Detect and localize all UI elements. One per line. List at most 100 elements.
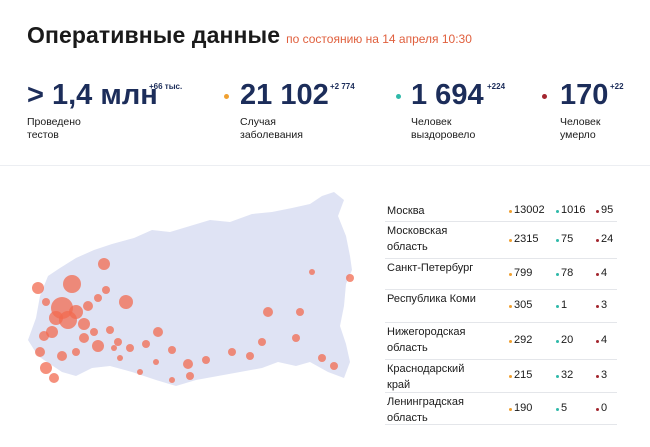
region-bubble[interactable] <box>169 377 175 383</box>
region-bubble[interactable] <box>32 282 44 294</box>
region-bubble[interactable] <box>309 269 315 275</box>
region-row[interactable]: Санкт-Петербург 799 78 4 <box>385 259 617 290</box>
recovered-dot-icon <box>556 408 559 411</box>
region-deaths: 95 <box>601 204 614 216</box>
region-row[interactable]: Московская область 2315 75 24 <box>385 222 617 259</box>
region-cases: 190 <box>514 402 533 414</box>
region-bubble[interactable] <box>137 369 143 375</box>
deaths-dot-icon <box>596 239 599 242</box>
region-bubble[interactable] <box>57 351 67 361</box>
deaths-dot-icon <box>596 210 599 213</box>
stat-tests: > 1,4 млн +66 тыс. Проведено тестов <box>27 79 182 141</box>
region-bubble[interactable] <box>49 373 59 383</box>
region-bubble[interactable] <box>292 334 300 342</box>
region-bubble[interactable] <box>228 348 236 356</box>
region-deaths: 3 <box>601 299 608 311</box>
deaths-dot-icon <box>596 408 599 411</box>
region-row[interactable]: Республика Коми 305 1 3 <box>385 290 617 323</box>
russia-landmass <box>28 192 352 386</box>
region-bubble[interactable] <box>39 331 49 341</box>
region-bubble[interactable] <box>202 356 210 364</box>
region-cases: 799 <box>514 267 533 279</box>
region-recovered: 32 <box>561 369 574 381</box>
region-name: Московская область <box>387 225 448 253</box>
stat-cases-label: Случая заболевания <box>240 116 303 141</box>
region-bubble[interactable] <box>153 359 159 365</box>
stat-deaths: 170 +22 Человек умерло <box>542 79 624 141</box>
region-bubble[interactable] <box>106 326 114 334</box>
region-recovered: 5 <box>561 402 568 414</box>
recovered-dot-icon <box>396 94 401 99</box>
region-bubble[interactable] <box>63 275 81 293</box>
region-bubble[interactable] <box>296 308 304 316</box>
recovered-dot-icon <box>556 239 559 242</box>
region-bubble[interactable] <box>40 362 52 374</box>
stat-recovered-label: Человек выздоровело <box>411 116 476 141</box>
region-bubble[interactable] <box>42 298 50 306</box>
region-bubble[interactable] <box>92 340 104 352</box>
region-bubble[interactable] <box>168 346 176 354</box>
region-bubble[interactable] <box>318 354 326 362</box>
region-recovered: 75 <box>561 233 574 245</box>
region-deaths: 4 <box>601 334 608 346</box>
region-name: Санкт-Петербург <box>387 262 474 274</box>
region-bubble[interactable] <box>117 355 123 361</box>
region-bubble[interactable] <box>119 295 133 309</box>
cases-dot-icon <box>509 408 512 411</box>
region-bubble[interactable] <box>186 372 194 380</box>
region-bubble[interactable] <box>69 305 83 319</box>
region-bubble[interactable] <box>330 362 338 370</box>
russia-map[interactable] <box>0 185 380 447</box>
deaths-dot-icon <box>596 305 599 308</box>
region-bubble[interactable] <box>90 328 98 336</box>
region-deaths: 24 <box>601 233 614 245</box>
region-bubble[interactable] <box>46 326 58 338</box>
region-bubble[interactable] <box>94 294 102 302</box>
region-bubble[interactable] <box>72 348 80 356</box>
stat-cases-value: 21 102 <box>240 79 329 111</box>
recovered-dot-icon <box>556 210 559 213</box>
region-name: Республика Коми <box>387 293 476 305</box>
region-recovered: 1016 <box>561 204 586 216</box>
region-bubble[interactable] <box>126 344 134 352</box>
deaths-dot-icon <box>542 94 547 99</box>
recovered-dot-icon <box>556 375 559 378</box>
region-row[interactable]: Москва 13002 1016 95 <box>385 199 617 222</box>
region-bubble[interactable] <box>258 338 266 346</box>
region-bubble[interactable] <box>114 338 122 346</box>
region-bubble[interactable] <box>102 286 110 294</box>
region-cases: 292 <box>514 334 533 346</box>
stat-deaths-label: Человек умерло <box>560 116 601 141</box>
region-name: Ленинградская область <box>387 396 464 424</box>
region-row[interactable]: Краснодарский край 215 32 3 <box>385 360 617 393</box>
region-bubble[interactable] <box>78 318 90 330</box>
region-bubble[interactable] <box>346 274 354 282</box>
region-bubble[interactable] <box>98 258 110 270</box>
region-cases: 2315 <box>514 233 539 245</box>
region-bubble[interactable] <box>183 359 193 369</box>
stat-tests-value: > 1,4 млн <box>27 79 158 111</box>
recovered-dot-icon <box>556 273 559 276</box>
region-bubble[interactable] <box>111 345 117 351</box>
region-bubble[interactable] <box>153 327 163 337</box>
region-row[interactable]: Нижегородская область 292 20 4 <box>385 323 617 360</box>
region-bubble[interactable] <box>35 347 45 357</box>
map-bubbles <box>32 258 354 383</box>
page-header: Оперативные данные по состоянию на 14 ап… <box>27 22 472 49</box>
region-bubble[interactable] <box>79 333 89 343</box>
region-cases: 215 <box>514 369 533 381</box>
recovered-dot-icon <box>556 305 559 308</box>
region-bubble[interactable] <box>49 311 63 325</box>
region-bubble[interactable] <box>83 301 93 311</box>
cases-dot-icon <box>509 375 512 378</box>
region-row[interactable]: Ленинградская область 190 5 0 <box>385 393 617 425</box>
cases-dot-icon <box>224 94 229 99</box>
region-bubble[interactable] <box>263 307 273 317</box>
region-bubble[interactable] <box>142 340 150 348</box>
region-cases: 305 <box>514 299 533 311</box>
region-bubble[interactable] <box>246 352 254 360</box>
cases-dot-icon <box>509 305 512 308</box>
stat-deaths-value: 170 <box>560 79 609 111</box>
section-divider <box>0 165 650 166</box>
region-recovered: 1 <box>561 299 568 311</box>
